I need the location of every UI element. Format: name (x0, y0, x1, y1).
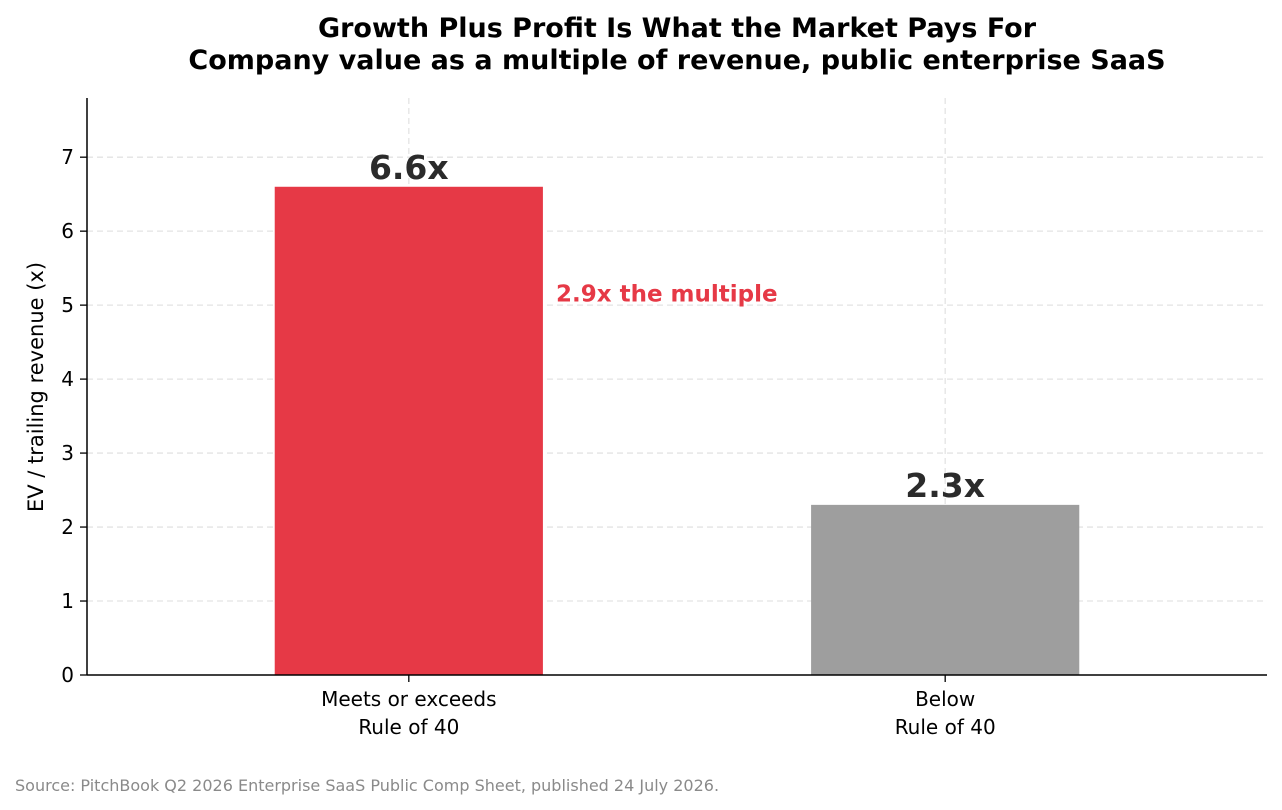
y-axis-label: EV / trailing revenue (x) (24, 262, 48, 512)
chart-subtitle: Company value as a multiple of revenue, … (188, 45, 1165, 76)
bar-value-label: 6.6x (369, 148, 449, 187)
y-tick-label: 4 (61, 367, 74, 391)
y-tick-label: 3 (61, 441, 74, 465)
y-tick-label: 1 (61, 589, 74, 613)
multiple-annotation: 2.9x the multiple (556, 281, 778, 307)
axes: 0 1 2 3 4 5 6 7 Meets or exceeds Rule of 40 Below R… (61, 98, 1267, 739)
bars: 6.6x 2.3x (274, 148, 1080, 675)
y-tick-label: 6 (61, 219, 74, 243)
bar (811, 504, 1080, 675)
x-tick-label: Meets or exceeds (321, 687, 496, 711)
x-tick-label: Below (915, 687, 975, 711)
source-note: Source: PitchBook Q2 2026 Enterprise Saa… (15, 776, 719, 795)
x-tick-label: Rule of 40 (895, 715, 996, 739)
y-tick-label: 2 (61, 515, 74, 539)
bar (274, 186, 543, 675)
y-tick-label: 0 (61, 663, 74, 687)
y-tick-label: 7 (61, 145, 74, 169)
x-tick-label: Rule of 40 (358, 715, 459, 739)
chart-title: Growth Plus Profit Is What the Market Pa… (318, 13, 1037, 44)
gridlines (87, 98, 1267, 675)
y-tick-label: 5 (61, 293, 74, 317)
bar-value-label: 2.3x (905, 466, 985, 505)
